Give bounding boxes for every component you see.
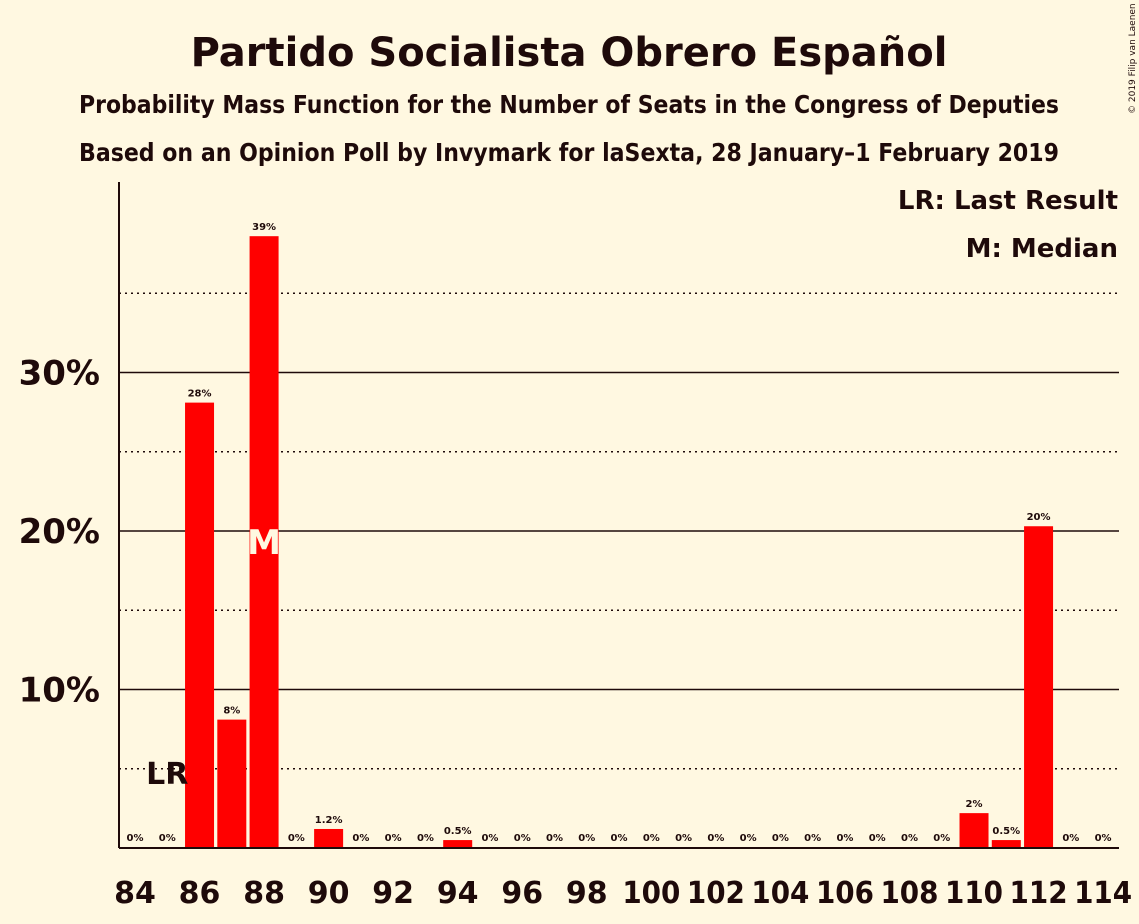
last-result-marker: LR <box>146 757 188 792</box>
x-tick-label: 96 <box>501 876 543 911</box>
bar-label: 0% <box>643 833 660 844</box>
x-tick-label: 104 <box>751 876 809 911</box>
x-tick-label: 92 <box>372 876 414 911</box>
x-tick-label: 88 <box>243 876 285 911</box>
bars <box>185 236 1054 848</box>
bar-label: 0% <box>578 833 595 844</box>
gridlines <box>119 292 1119 770</box>
chart-subtitle-1: Probability Mass Function for the Number… <box>79 90 1059 119</box>
bar-labels: 0% 0% 28% 8% 39% 0% 1.2% 0% 0% 0% 0.5% 0% 0% 0% 0% 0% 0%… <box>127 222 1112 844</box>
bar <box>991 840 1021 848</box>
bar-label: 0% <box>417 833 434 844</box>
x-tick-label: 108 <box>880 876 938 911</box>
x-tick-label: 112 <box>1010 876 1068 911</box>
x-tick-label: 114 <box>1074 876 1132 911</box>
bar-label: 0% <box>288 833 305 844</box>
bar-label: 0% <box>352 833 369 844</box>
axes <box>118 182 1119 849</box>
bar-label: 1.2% <box>315 815 343 826</box>
y-tick-labels: 10% 20% 30% <box>19 354 100 711</box>
bar-label: 0% <box>901 833 918 844</box>
x-tick-label: 102 <box>687 876 745 911</box>
x-tick-label: 110 <box>945 876 1003 911</box>
x-tick-label: 100 <box>622 876 680 911</box>
bar <box>959 813 989 848</box>
bar-label: 0% <box>127 833 144 844</box>
x-tick-label: 86 <box>179 876 221 911</box>
markers: M LR <box>146 523 281 792</box>
y-tick-label: 30% <box>19 354 100 394</box>
bar-label: 0% <box>740 833 757 844</box>
bar-label: 39% <box>252 222 276 233</box>
x-tick-label: 98 <box>566 876 608 911</box>
legend-last-result: LR: Last Result <box>898 186 1118 216</box>
bar <box>1024 526 1054 848</box>
bar-label: 0% <box>514 833 531 844</box>
bar-label: 0% <box>707 833 724 844</box>
median-marker: M <box>247 523 281 563</box>
bar-label: 20% <box>1027 512 1051 523</box>
bar <box>185 402 215 848</box>
bar-label: 0% <box>836 833 853 844</box>
bar-label: 0% <box>159 833 176 844</box>
bar-label: 2% <box>966 799 983 810</box>
bar-label: 0% <box>804 833 821 844</box>
bar-label: 0% <box>933 833 950 844</box>
copyright-notice: © 2019 Filip van Laenen <box>1128 3 1138 114</box>
bar-label: 0% <box>675 833 692 844</box>
x-tick-label: 106 <box>816 876 874 911</box>
chart-subtitle-2: Based on an Opinion Poll by Invymark for… <box>79 138 1059 167</box>
y-tick-label: 20% <box>19 512 100 552</box>
bar <box>217 719 247 848</box>
x-tick-label: 94 <box>437 876 479 911</box>
bar-label: 0% <box>1062 833 1079 844</box>
x-tick-label: 90 <box>308 876 350 911</box>
bar-label: 0% <box>546 833 563 844</box>
bar-label: 0% <box>1095 833 1112 844</box>
bar-label: 0% <box>869 833 886 844</box>
chart-title: Partido Socialista Obrero Español <box>191 30 948 76</box>
bar-label: 0% <box>611 833 628 844</box>
bar-label: 0.5% <box>992 826 1020 837</box>
bar-label: 0% <box>385 833 402 844</box>
x-tick-label: 84 <box>114 876 156 911</box>
bar-label: 0.5% <box>444 826 472 837</box>
bar-label: 28% <box>188 389 212 400</box>
bar <box>314 828 344 848</box>
legend-median: M: Median <box>966 234 1118 264</box>
bar-label: 0% <box>772 833 789 844</box>
y-tick-label: 10% <box>19 671 100 711</box>
bar <box>249 236 279 848</box>
bar-label: 0% <box>481 833 498 844</box>
bar <box>443 840 473 848</box>
bar-label: 8% <box>223 706 240 717</box>
x-tick-labels: 84 86 88 90 92 94 96 98 100 102 104 106 108 110 112 114 <box>114 876 1132 911</box>
